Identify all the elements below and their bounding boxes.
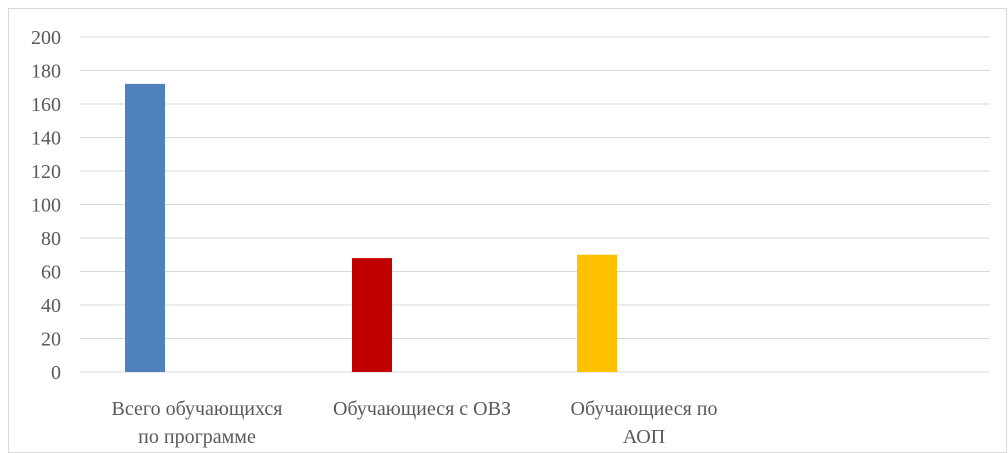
y-tick-label: 80 [41, 228, 61, 250]
x-category-label: Всего обучающихся [112, 398, 283, 420]
y-tick-label: 160 [31, 94, 61, 116]
y-tick-label: 200 [31, 27, 61, 49]
bar [125, 83, 165, 373]
x-category-label: по программе [138, 426, 256, 448]
y-tick-label: 140 [31, 128, 61, 150]
x-category-label: Обучающиеся с ОВЗ [333, 398, 511, 420]
y-tick-label: 40 [41, 295, 61, 317]
bar [352, 258, 392, 372]
y-tick-label: 180 [31, 61, 61, 83]
y-tick-label: 120 [31, 161, 61, 183]
y-tick-label: 0 [51, 362, 61, 384]
bar [577, 254, 617, 372]
y-tick-label: 60 [41, 262, 61, 284]
y-tick-label: 20 [41, 329, 61, 351]
y-tick-label: 100 [31, 195, 61, 217]
x-category-label: Обучающиеся по [571, 398, 718, 420]
x-category-label: АОП [623, 426, 665, 448]
